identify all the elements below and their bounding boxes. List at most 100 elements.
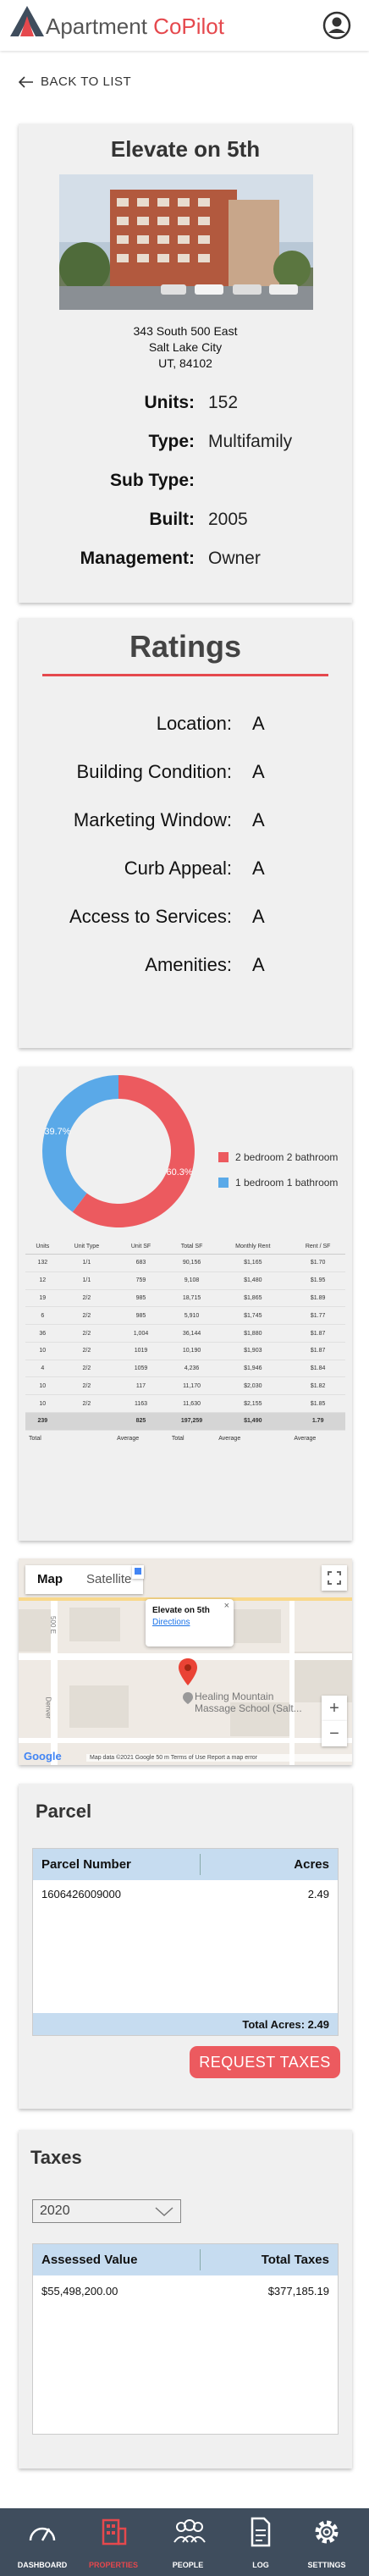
col-assessed-value: Assessed Value: [41, 2253, 138, 2267]
nav-people[interactable]: PEOPLE: [154, 2508, 222, 2576]
parcel-number-value: 1606426009000: [41, 1888, 121, 1900]
table-cell: $2,155: [215, 1394, 291, 1414]
fullscreen-button[interactable]: [322, 1565, 347, 1591]
table-cell: $1,490: [215, 1412, 291, 1431]
map-info-window: Elevate on 5th Directions ×: [146, 1599, 234, 1647]
donut-slice-0: [72, 1075, 195, 1227]
table-cell: 825: [113, 1412, 168, 1431]
table-row: 36 2/2 1,004 36,144 $1,880 $1.87: [25, 1324, 345, 1343]
table-cell: 1/1: [59, 1254, 114, 1272]
brand-title: Apartment CoPilot: [46, 14, 224, 39]
map-view[interactable]: 500 E Denver Map Satellite Elevate on 5t…: [19, 1558, 352, 1765]
taxes-table: Assessed Value Total Taxes $55,498,200.0…: [32, 2243, 339, 2435]
street-view-button[interactable]: [132, 1565, 144, 1579]
table-cell: $1.89: [290, 1289, 345, 1308]
legend-swatch: [218, 1178, 229, 1188]
table-cell: 2/2: [59, 1324, 114, 1343]
table-row: 10 2/2 117 11,170 $2,030 $1.82: [25, 1376, 345, 1396]
directions-link[interactable]: Directions: [152, 1618, 190, 1627]
table-cell: $1,745: [215, 1306, 291, 1326]
donut-label-0: 60.3%: [166, 1167, 192, 1178]
unit-table-header-cell: Rent / SF: [290, 1239, 345, 1255]
table-row: 12 1/1 759 9,108 $1,480 $1.95: [25, 1271, 345, 1290]
bottom-nav: DASHBOARD PROPERTIES PEOPLE LOG SETTINGS: [0, 2508, 369, 2576]
table-cell: 5,910: [168, 1306, 216, 1326]
table-cell: 985: [113, 1289, 168, 1308]
map-pin-icon[interactable]: [179, 1658, 197, 1685]
nav-log[interactable]: LOG: [227, 2508, 295, 2576]
street-label-500e: 500 E: [48, 1616, 57, 1634]
table-cell: [60, 1430, 114, 1447]
unit-table-header-cell: Total SF: [168, 1239, 216, 1255]
table-cell: $1,903: [215, 1342, 291, 1360]
zoom-out-button[interactable]: −: [322, 1721, 347, 1746]
table-cell: 10: [25, 1394, 60, 1414]
legend-swatch: [218, 1152, 229, 1162]
nav-dashboard[interactable]: DASHBOARD: [8, 2508, 76, 2576]
table-cell: 11,170: [168, 1376, 216, 1396]
table-cell: Average: [294, 1436, 317, 1442]
detail-built: Built: 2005: [149, 510, 248, 529]
table-cell: 1.79: [290, 1412, 345, 1431]
detail-subtype: Sub Type:: [110, 471, 195, 490]
parcel-title: Parcel: [36, 1801, 92, 1822]
table-row: 19 2/2 985 18,715 $1,865 $1.89: [25, 1289, 345, 1308]
table-cell: 36,144: [168, 1324, 216, 1343]
table-row: 10 2/2 1019 10,190 $1,903 $1.87: [25, 1342, 345, 1360]
document-icon: [251, 2517, 271, 2547]
address-line-1: 343 South 500 East: [133, 324, 238, 338]
property-name: Elevate on 5th: [110, 136, 261, 162]
user-profile-icon[interactable]: [322, 10, 352, 41]
unit-table-header-cell: Monthly Rent: [215, 1239, 291, 1255]
tax-year-select[interactable]: 2020: [32, 2199, 181, 2223]
table-cell: [59, 1412, 114, 1431]
chevron-down-icon: [155, 2207, 173, 2217]
table-cell: $1.95: [290, 1271, 345, 1290]
table-cell: 18,715: [168, 1289, 216, 1308]
table-cell: $1.77: [290, 1306, 345, 1326]
col-total-taxes: Total Taxes: [261, 2253, 329, 2267]
table-cell: 239: [25, 1412, 60, 1431]
taxes-card: Taxes 2020 Assessed Value Total Taxes $5…: [19, 2130, 352, 2468]
table-cell: 12: [25, 1271, 60, 1290]
table-cell: 11,630: [168, 1394, 216, 1414]
info-title: Elevate on 5th: [152, 1606, 210, 1615]
table-cell: Total: [29, 1436, 41, 1442]
table-cell: $1.85: [290, 1394, 345, 1414]
nav-properties[interactable]: PROPERTIES: [80, 2508, 147, 2576]
nav-settings[interactable]: SETTINGS: [293, 2508, 361, 2576]
pegman-icon: [135, 1568, 141, 1575]
donut-label-1: 39.7%: [44, 1127, 70, 1137]
fullscreen-icon: [328, 1571, 341, 1585]
table-cell: $1.82: [290, 1376, 345, 1396]
zoom-in-button[interactable]: +: [322, 1696, 347, 1721]
detail-units: Units: 152: [144, 393, 239, 412]
google-logo: Google: [24, 1750, 62, 1762]
map-tab-satellite[interactable]: Satellite: [86, 1572, 132, 1586]
back-to-list-link[interactable]: BACK TO LIST: [19, 74, 131, 89]
table-cell: 132: [25, 1254, 60, 1272]
table-cell: 1019: [113, 1342, 168, 1360]
request-taxes-button[interactable]: REQUEST TAXES: [190, 2046, 340, 2078]
col-acres: Acres: [294, 1857, 329, 1872]
donut-slice-1: [41, 1075, 118, 1212]
table-cell: 1163: [113, 1394, 168, 1414]
parcel-table: Parcel Number Acres 1606426009000 2.49 T…: [32, 1848, 339, 2036]
table-cell: 10: [25, 1376, 60, 1396]
table-cell: 985: [113, 1306, 168, 1326]
table-cell: 2/2: [59, 1394, 114, 1414]
place-label: Healing Mountain Massage School (Salt...: [195, 1691, 302, 1714]
map-tab-map[interactable]: Map: [37, 1572, 63, 1586]
table-row: 6 2/2 985 5,910 $1,745 $1.77: [25, 1306, 345, 1326]
gauge-icon: [29, 2527, 56, 2541]
table-cell: 2/2: [59, 1342, 114, 1360]
table-cell: $1.87: [290, 1324, 345, 1343]
map-type-tabs: Map Satellite: [25, 1565, 144, 1594]
ratings-card: Ratings Location: A Building Condition: A …: [19, 618, 352, 1048]
table-cell: 4,236: [168, 1360, 216, 1378]
table-cell: 683: [113, 1254, 168, 1272]
table-cell: $1.84: [290, 1360, 345, 1378]
info-close-icon[interactable]: ×: [223, 1601, 229, 1611]
table-cell: Average: [117, 1436, 140, 1442]
table-cell: 9,108: [168, 1271, 216, 1290]
